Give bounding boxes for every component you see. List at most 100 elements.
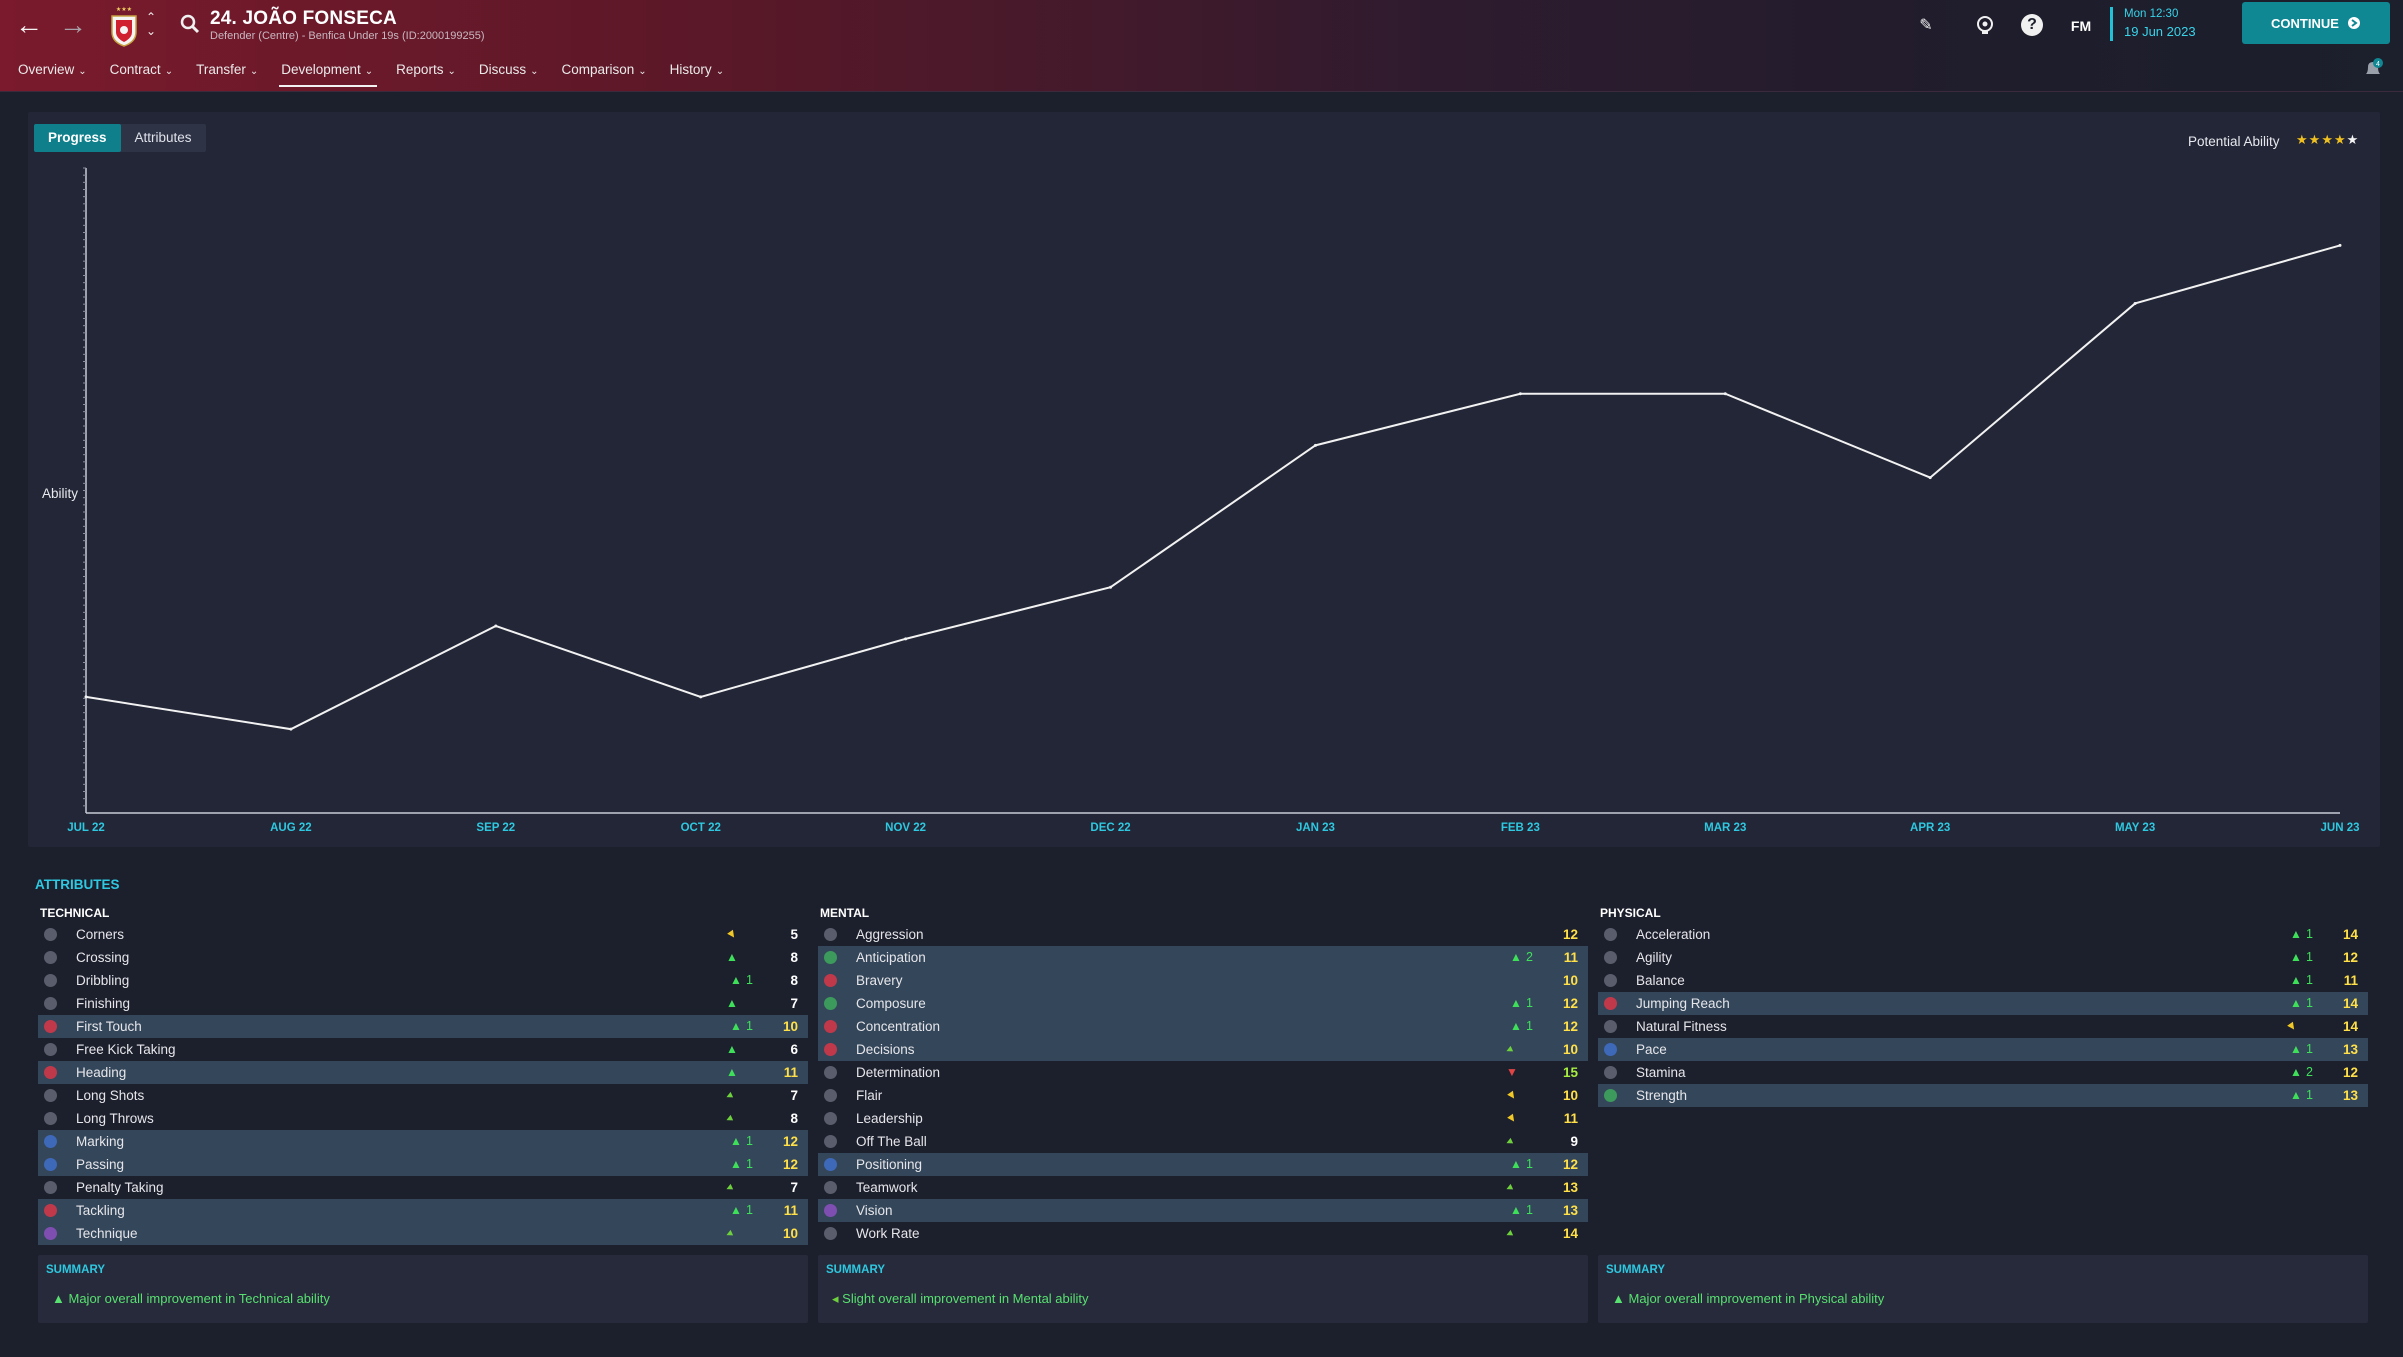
attribute-value: 10: [782, 1019, 798, 1034]
attribute-row-aggression[interactable]: Aggression 12: [818, 923, 1588, 946]
attribute-change: 1: [746, 1134, 753, 1148]
attribute-category-icon: [824, 974, 837, 987]
trend-up-arrow-icon: ▲: [730, 1019, 742, 1033]
attribute-row-tackling[interactable]: Tackling ▲ 1 11: [38, 1199, 808, 1222]
social-globe-icon[interactable]: [1974, 14, 1996, 36]
physical-title: PHYSICAL: [1600, 906, 1661, 920]
attribute-row-positioning[interactable]: Positioning ▲ 1 12: [818, 1153, 1588, 1176]
attribute-value: 11: [783, 1203, 798, 1218]
tab-development[interactable]: Development ⌄: [279, 62, 378, 87]
fm-logo[interactable]: FM: [2070, 18, 2092, 34]
ability-point: [2133, 301, 2137, 305]
attribute-row-passing[interactable]: Passing ▲ 1 12: [38, 1153, 808, 1176]
search-icon[interactable]: [178, 12, 202, 36]
attribute-row-long-throws[interactable]: Long Throws ◂ 8: [38, 1107, 808, 1130]
attribute-name: Long Shots: [76, 1088, 145, 1103]
attribute-row-acceleration[interactable]: Acceleration ▲ 1 14: [1598, 923, 2368, 946]
trend-up-arrow-icon: ▲: [730, 1157, 742, 1171]
attribute-row-strength[interactable]: Strength ▲ 1 13: [1598, 1084, 2368, 1107]
attribute-category-icon: [824, 1158, 837, 1171]
attribute-row-balance[interactable]: Balance ▲ 1 11: [1598, 969, 2368, 992]
attribute-row-agility[interactable]: Agility ▲ 1 12: [1598, 946, 2368, 969]
attribute-name: Heading: [76, 1065, 127, 1080]
trend-up-arrow-icon: ▲: [2290, 950, 2302, 964]
attribute-row-work-rate[interactable]: Work Rate ◂ 14: [818, 1222, 1588, 1245]
progress-toggle-button[interactable]: Progress: [34, 124, 121, 152]
attribute-row-flair[interactable]: Flair ▼ 10: [818, 1084, 1588, 1107]
date-accent-bar: [2110, 7, 2113, 41]
ability-progress-chart: Ability JUL 22 AUG 22 SEP 22 OCT 22 NOV 22 DEC…: [42, 167, 2360, 834]
attribute-row-heading[interactable]: Heading ▲ 11: [38, 1061, 808, 1084]
tab-comparison[interactable]: Comparison ⌄: [562, 62, 647, 83]
player-name: 24. JOÃO FONSECA: [210, 8, 397, 29]
trend-up-arrow-icon: ▲: [730, 973, 742, 987]
attribute-row-pace[interactable]: Pace ▲ 1 13: [1598, 1038, 2368, 1061]
tab-discuss[interactable]: Discuss ⌄: [479, 62, 539, 83]
attribute-value: 14: [2342, 927, 2358, 942]
attribute-row-stamina[interactable]: Stamina ▲ 2 12: [1598, 1061, 2368, 1084]
attribute-value: 10: [1562, 1042, 1578, 1057]
attribute-row-corners[interactable]: Corners ▼ 5: [38, 923, 808, 946]
attribute-row-leadership[interactable]: Leadership ▼ 11: [818, 1107, 1588, 1130]
attribute-change: 1: [1526, 1203, 1533, 1217]
player-switch-chevrons-icon[interactable]: ⌃ ⌄: [145, 10, 157, 38]
attribute-category-icon: [1604, 951, 1617, 964]
attribute-name: Dribbling: [76, 973, 130, 988]
attributes-toggle-button[interactable]: Attributes: [134, 130, 192, 145]
attribute-row-penalty-taking[interactable]: Penalty Taking ◂ 7: [38, 1176, 808, 1199]
attribute-row-free-kick-taking[interactable]: Free Kick Taking ▲ 6: [38, 1038, 808, 1061]
trend-right-arrow-icon: ◂: [1503, 1041, 1515, 1057]
attribute-row-dribbling[interactable]: Dribbling ▲ 1 8: [38, 969, 808, 992]
attribute-row-jumping-reach[interactable]: Jumping Reach ▲ 1 14: [1598, 992, 2368, 1015]
trend-down-arrow-icon: ▼: [1502, 1108, 1521, 1128]
attribute-category-icon: [44, 1089, 57, 1102]
attribute-value: 12: [782, 1157, 798, 1172]
attribute-row-bravery[interactable]: Bravery 10: [818, 969, 1588, 992]
attribute-row-off-the-ball[interactable]: Off The Ball ◂ 9: [818, 1130, 1588, 1153]
summary-up-arrow-icon: ▲: [1612, 1291, 1625, 1306]
attribute-row-decisions[interactable]: Decisions ◂ 10: [818, 1038, 1588, 1061]
ability-point: [1518, 392, 1522, 396]
trend-up-arrow-icon: ▲: [726, 1042, 738, 1056]
attribute-category-icon: [824, 1020, 837, 1033]
attribute-row-determination[interactable]: Determination ▼ 15: [818, 1061, 1588, 1084]
tab-history[interactable]: History ⌄: [670, 62, 724, 83]
attribute-row-marking[interactable]: Marking ▲ 1 12: [38, 1130, 808, 1153]
attribute-row-teamwork[interactable]: Teamwork ◂ 13: [818, 1176, 1588, 1199]
attribute-row-first-touch[interactable]: First Touch ▲ 1 10: [38, 1015, 808, 1038]
ability-point: [494, 624, 498, 628]
attribute-row-natural-fitness[interactable]: Natural Fitness ▼ 14: [1598, 1015, 2368, 1038]
x-tick-label: DEC 22: [1090, 822, 1130, 834]
trend-up-arrow-icon: ▲: [2290, 996, 2302, 1010]
attribute-row-finishing[interactable]: Finishing ▲ 7: [38, 992, 808, 1015]
tab-transfer[interactable]: Transfer ⌄: [196, 62, 258, 83]
attribute-row-technique[interactable]: Technique ◂ 10: [38, 1222, 808, 1245]
summary-text-label: Major overall improvement in Technical a…: [68, 1291, 330, 1306]
back-arrow-icon[interactable]: ←: [15, 9, 43, 40]
attribute-name: Pace: [1636, 1042, 1667, 1057]
attribute-row-concentration[interactable]: Concentration ▲ 1 12: [818, 1015, 1588, 1038]
tab-contract[interactable]: Contract ⌄: [110, 62, 173, 83]
attribute-category-icon: [1604, 1043, 1617, 1056]
tab-reports[interactable]: Reports ⌄: [396, 62, 456, 83]
attribute-row-long-shots[interactable]: Long Shots ◂ 7: [38, 1084, 808, 1107]
forward-arrow-icon[interactable]: →: [59, 9, 87, 40]
pencil-icon[interactable]: ✎: [1919, 17, 1933, 34]
trend-right-arrow-icon: ◂: [723, 1225, 735, 1241]
player-header: ← → ★★★ ⌃ ⌄ 24. JOÃO FONSECA Defender (Ce…: [0, 0, 2403, 92]
summary-title: SUMMARY: [46, 1264, 105, 1276]
svg-text:★★★: ★★★: [116, 6, 132, 13]
notifications-icon[interactable]: 4: [2362, 58, 2384, 80]
attribute-row-composure[interactable]: Composure ▲ 1 12: [818, 992, 1588, 1015]
attribute-row-anticipation[interactable]: Anticipation ▲ 2 11: [818, 946, 1588, 969]
continue-button[interactable]: CONTINUE: [2242, 2, 2390, 44]
help-icon[interactable]: ?: [2021, 14, 2043, 36]
tab-overview[interactable]: Overview ⌄: [18, 62, 87, 83]
mental-column: MENTAL Aggression 12 Anticipation ▲ 2 11 Braver…: [818, 903, 1588, 1245]
attribute-value: 13: [2342, 1088, 2358, 1103]
attribute-category-icon: [44, 1066, 57, 1079]
trend-up-arrow-icon: ▲: [1510, 1203, 1522, 1217]
attribute-change: 1: [746, 973, 753, 987]
attribute-row-crossing[interactable]: Crossing ▲ 8: [38, 946, 808, 969]
attribute-row-vision[interactable]: Vision ▲ 1 13: [818, 1199, 1588, 1222]
